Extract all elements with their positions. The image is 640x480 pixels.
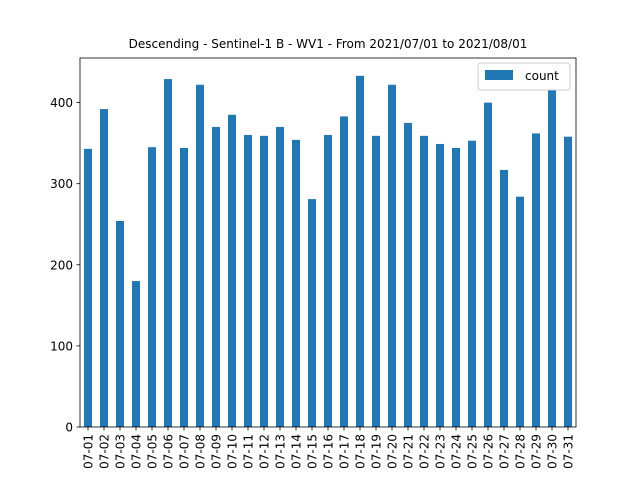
x-tick-label: 07-26 (482, 434, 496, 469)
bar-07-21 (404, 122, 412, 427)
x-tick-label: 07-15 (306, 434, 320, 469)
bar-07-28 (516, 196, 524, 427)
x-tick-label: 07-25 (466, 434, 480, 469)
x-tick-label: 07-10 (226, 434, 240, 469)
bar-07-16 (324, 135, 332, 428)
x-tick-label: 07-19 (370, 434, 384, 469)
legend-swatch (485, 70, 513, 80)
bar-07-26 (484, 102, 492, 427)
x-tick-label: 07-18 (354, 434, 368, 469)
x-tick-label: 07-17 (338, 434, 352, 469)
bar-07-03 (116, 221, 124, 427)
x-tick-label: 07-16 (322, 434, 336, 469)
x-tick-label: 07-21 (402, 434, 416, 469)
bar-07-25 (468, 140, 476, 427)
x-tick-label: 07-11 (242, 434, 256, 469)
bar-07-07 (180, 148, 188, 427)
x-tick-label: 07-08 (194, 434, 208, 469)
x-tick-label: 07-24 (450, 434, 464, 469)
bars (84, 75, 572, 428)
bar-07-11 (244, 135, 252, 428)
y-axis: 0 100 200 300 400 (50, 96, 80, 435)
bar-07-04 (132, 281, 140, 427)
x-tick-label: 07-13 (274, 434, 288, 469)
bar-07-06 (164, 79, 172, 427)
bar-07-15 (308, 199, 316, 427)
bar-07-23 (436, 143, 444, 427)
x-tick-label: 07-12 (258, 434, 272, 469)
bar-07-01 (84, 148, 92, 428)
bar-07-31 (564, 136, 572, 427)
chart-title: Descending - Sentinel-1 B - WV1 - From 2… (129, 37, 528, 51)
x-tick-label: 07-02 (98, 434, 112, 469)
x-tick-label: 07-30 (546, 434, 560, 469)
bar-07-19 (372, 135, 380, 427)
x-tick-label: 07-27 (498, 434, 512, 469)
x-tick-label: 07-07 (178, 434, 192, 469)
y-tick-label: 300 (50, 177, 73, 191)
plot-frame (79, 57, 577, 428)
y-tick-label: 100 (50, 339, 73, 353)
x-tick-label: 07-29 (530, 434, 544, 469)
bar-07-13 (276, 126, 284, 427)
bar-07-18 (356, 75, 364, 427)
legend: count (477, 62, 571, 91)
x-tick-label: 07-22 (418, 434, 432, 469)
bar-07-14 (292, 139, 300, 427)
x-tick-label: 07-06 (162, 434, 176, 469)
bar-07-05 (148, 147, 156, 427)
legend-box (477, 62, 571, 91)
bar-07-08 (196, 84, 204, 427)
y-tick-label: 200 (50, 258, 73, 272)
x-tick-label: 07-23 (434, 434, 448, 469)
x-tick-label: 07-03 (114, 434, 128, 469)
y-tick-label: 400 (50, 96, 73, 110)
bar-07-12 (260, 135, 268, 427)
bar-07-17 (340, 116, 348, 428)
bar-07-27 (500, 169, 508, 427)
x-tick-label: 07-05 (146, 434, 160, 469)
x-tick-label: 07-01 (82, 434, 96, 469)
x-axis: 07-01 07-02 07-03 07-04 07-05 07-06 07-07 07-08… (82, 427, 576, 469)
x-tick-label: 07-31 (562, 434, 576, 469)
bar-07-10 (228, 114, 236, 428)
bar-07-24 (452, 148, 460, 427)
bar-07-20 (388, 84, 396, 427)
bar-07-09 (212, 126, 220, 427)
x-tick-label: 07-14 (290, 434, 304, 469)
bar-07-02 (100, 109, 108, 427)
x-tick-label: 07-09 (210, 434, 224, 469)
bar-07-22 (420, 135, 428, 427)
x-tick-label: 07-04 (130, 434, 144, 469)
bar-07-29 (532, 133, 540, 427)
bar-07-30 (548, 90, 556, 427)
legend-label: count (525, 69, 559, 83)
x-tick-label: 07-20 (386, 434, 400, 469)
y-tick-label: 0 (65, 421, 73, 435)
x-tick-label: 07-28 (514, 434, 528, 469)
